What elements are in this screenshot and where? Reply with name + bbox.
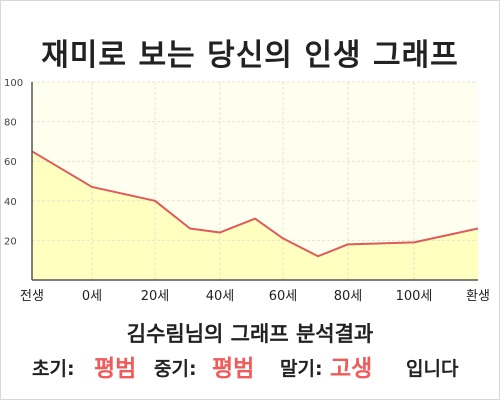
x-tick-label: 전생: [20, 289, 44, 304]
ending-text: 입니다: [406, 358, 459, 380]
x-tick-label: 0세: [82, 289, 102, 304]
x-tick-label: 20세: [141, 289, 170, 304]
y-tick-label: 20: [4, 236, 17, 247]
analysis-subtitle: 김수림님의 그래프 분석결과: [126, 322, 374, 346]
x-tick-label: 40세: [206, 289, 235, 304]
life-graph-chart: 20 40 60 80 100 전생 0세 20세 40세 60세 80세 100세 환생: [4, 78, 490, 304]
x-tick-label: 60세: [269, 289, 298, 304]
x-tick-label: 100세: [396, 289, 433, 304]
y-tick-label: 100: [4, 78, 23, 89]
life-line: [31, 150, 479, 258]
x-tick-label: 환생: [466, 289, 490, 304]
y-tick-label: 80: [4, 118, 17, 129]
mid-value: 평범: [212, 356, 255, 382]
early-label: 초기:: [32, 358, 75, 380]
page-title: 재미로 보는 당신의 인생 그래프: [41, 38, 459, 73]
early-value: 평범: [94, 356, 137, 382]
late-label: 말기:: [280, 358, 323, 380]
y-tick-label: 60: [4, 157, 17, 168]
analysis-result: 초기: 평범 중기: 평범 말기: 고생 입니다: [0, 346, 500, 382]
late-value: 고생: [330, 356, 373, 382]
x-tick-label: 80세: [334, 289, 363, 304]
y-tick-label: 40: [4, 197, 17, 208]
mid-label: 중기:: [154, 358, 197, 380]
area-fill: [32, 151, 478, 280]
